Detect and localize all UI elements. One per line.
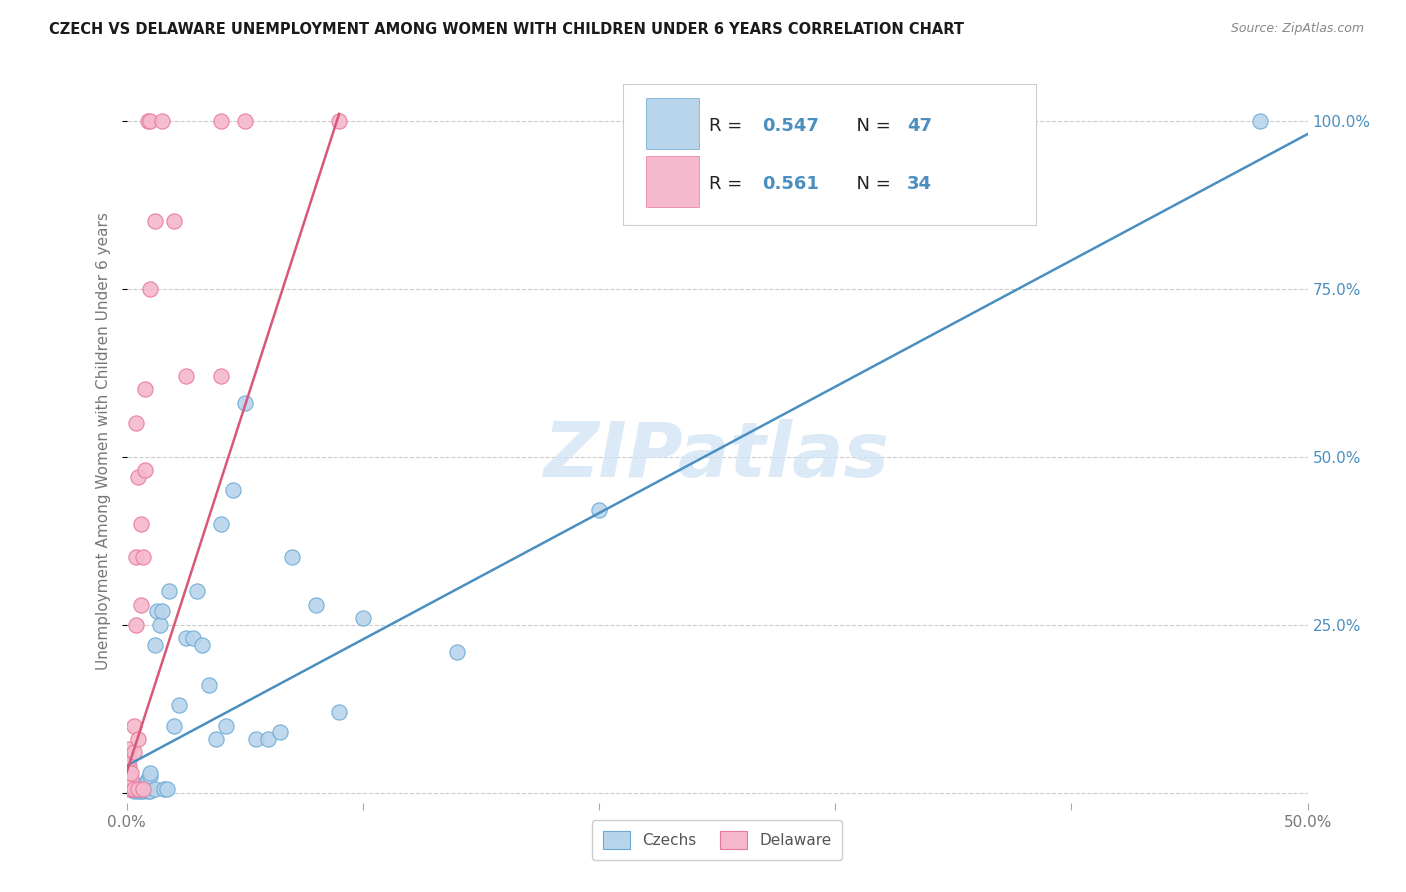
- Point: [139, 113, 162, 128]
- Text: 0.561: 0.561: [762, 175, 818, 193]
- Point: [198, 678, 221, 692]
- Text: Source: ZipAtlas.com: Source: ZipAtlas.com: [1230, 22, 1364, 36]
- Text: ZIPatlas: ZIPatlas: [544, 419, 890, 493]
- Point: [446, 644, 468, 658]
- Point: [222, 483, 245, 498]
- Point: [328, 113, 350, 128]
- Point: [118, 742, 141, 756]
- Point: [125, 617, 148, 632]
- Text: 47: 47: [907, 117, 932, 135]
- Point: [174, 631, 197, 645]
- Point: [127, 731, 149, 746]
- Point: [281, 550, 304, 565]
- Point: [122, 745, 145, 759]
- Point: [143, 214, 166, 228]
- Legend: Czechs, Delaware: Czechs, Delaware: [592, 820, 842, 860]
- Point: [118, 775, 141, 789]
- Point: [209, 369, 232, 384]
- Point: [132, 783, 155, 797]
- Point: [132, 550, 155, 565]
- Point: [134, 775, 156, 789]
- Point: [191, 638, 214, 652]
- Point: [304, 598, 326, 612]
- Text: R =: R =: [709, 175, 748, 193]
- FancyBboxPatch shape: [623, 84, 1036, 225]
- Point: [134, 383, 156, 397]
- Point: [215, 718, 238, 732]
- Point: [125, 782, 148, 797]
- Point: [352, 611, 374, 625]
- Point: [149, 617, 172, 632]
- Point: [118, 759, 141, 773]
- Point: [118, 752, 141, 766]
- Point: [129, 598, 152, 612]
- Point: [129, 781, 152, 796]
- Point: [209, 113, 232, 128]
- Point: [127, 470, 149, 484]
- Point: [139, 765, 162, 780]
- Point: [120, 778, 142, 792]
- Point: [127, 782, 149, 797]
- Point: [143, 638, 166, 652]
- Point: [157, 584, 180, 599]
- Point: [125, 780, 148, 795]
- Point: [132, 782, 155, 797]
- FancyBboxPatch shape: [647, 98, 699, 149]
- Y-axis label: Unemployment Among Women with Children Under 6 years: Unemployment Among Women with Children U…: [96, 212, 111, 671]
- Text: N =: N =: [845, 175, 896, 193]
- Point: [120, 772, 142, 787]
- Point: [125, 550, 148, 565]
- Text: N =: N =: [845, 117, 896, 135]
- Point: [150, 604, 173, 618]
- Point: [328, 705, 350, 719]
- Point: [143, 782, 166, 797]
- Point: [134, 783, 156, 797]
- Point: [136, 772, 159, 787]
- Point: [163, 718, 186, 732]
- Point: [167, 698, 190, 713]
- Point: [120, 782, 142, 797]
- Point: [588, 503, 610, 517]
- Point: [139, 769, 162, 783]
- Point: [118, 782, 141, 797]
- Point: [186, 584, 208, 599]
- Point: [122, 784, 145, 798]
- Point: [132, 779, 155, 793]
- Point: [257, 731, 280, 746]
- Point: [139, 282, 162, 296]
- Point: [122, 718, 145, 732]
- Point: [233, 113, 256, 128]
- Point: [120, 782, 142, 797]
- Point: [205, 731, 228, 746]
- Point: [174, 369, 197, 384]
- Point: [129, 516, 152, 531]
- Text: CZECH VS DELAWARE UNEMPLOYMENT AMONG WOMEN WITH CHILDREN UNDER 6 YEARS CORRELATI: CZECH VS DELAWARE UNEMPLOYMENT AMONG WOM…: [49, 22, 965, 37]
- Point: [122, 782, 145, 797]
- Text: R =: R =: [709, 117, 748, 135]
- Point: [136, 113, 159, 128]
- Point: [233, 396, 256, 410]
- Point: [120, 765, 142, 780]
- Point: [245, 731, 267, 746]
- Text: 34: 34: [907, 175, 932, 193]
- Point: [181, 631, 204, 645]
- Point: [150, 113, 173, 128]
- Point: [125, 416, 148, 430]
- Point: [1249, 113, 1271, 128]
- Point: [153, 782, 176, 797]
- Point: [129, 784, 152, 798]
- Point: [163, 214, 186, 228]
- Point: [269, 725, 291, 739]
- FancyBboxPatch shape: [647, 156, 699, 207]
- Point: [156, 782, 179, 797]
- Point: [134, 463, 156, 477]
- Point: [139, 783, 162, 797]
- Point: [136, 783, 159, 797]
- Point: [127, 783, 149, 797]
- Point: [209, 516, 232, 531]
- Text: 0.547: 0.547: [762, 117, 818, 135]
- Point: [146, 604, 169, 618]
